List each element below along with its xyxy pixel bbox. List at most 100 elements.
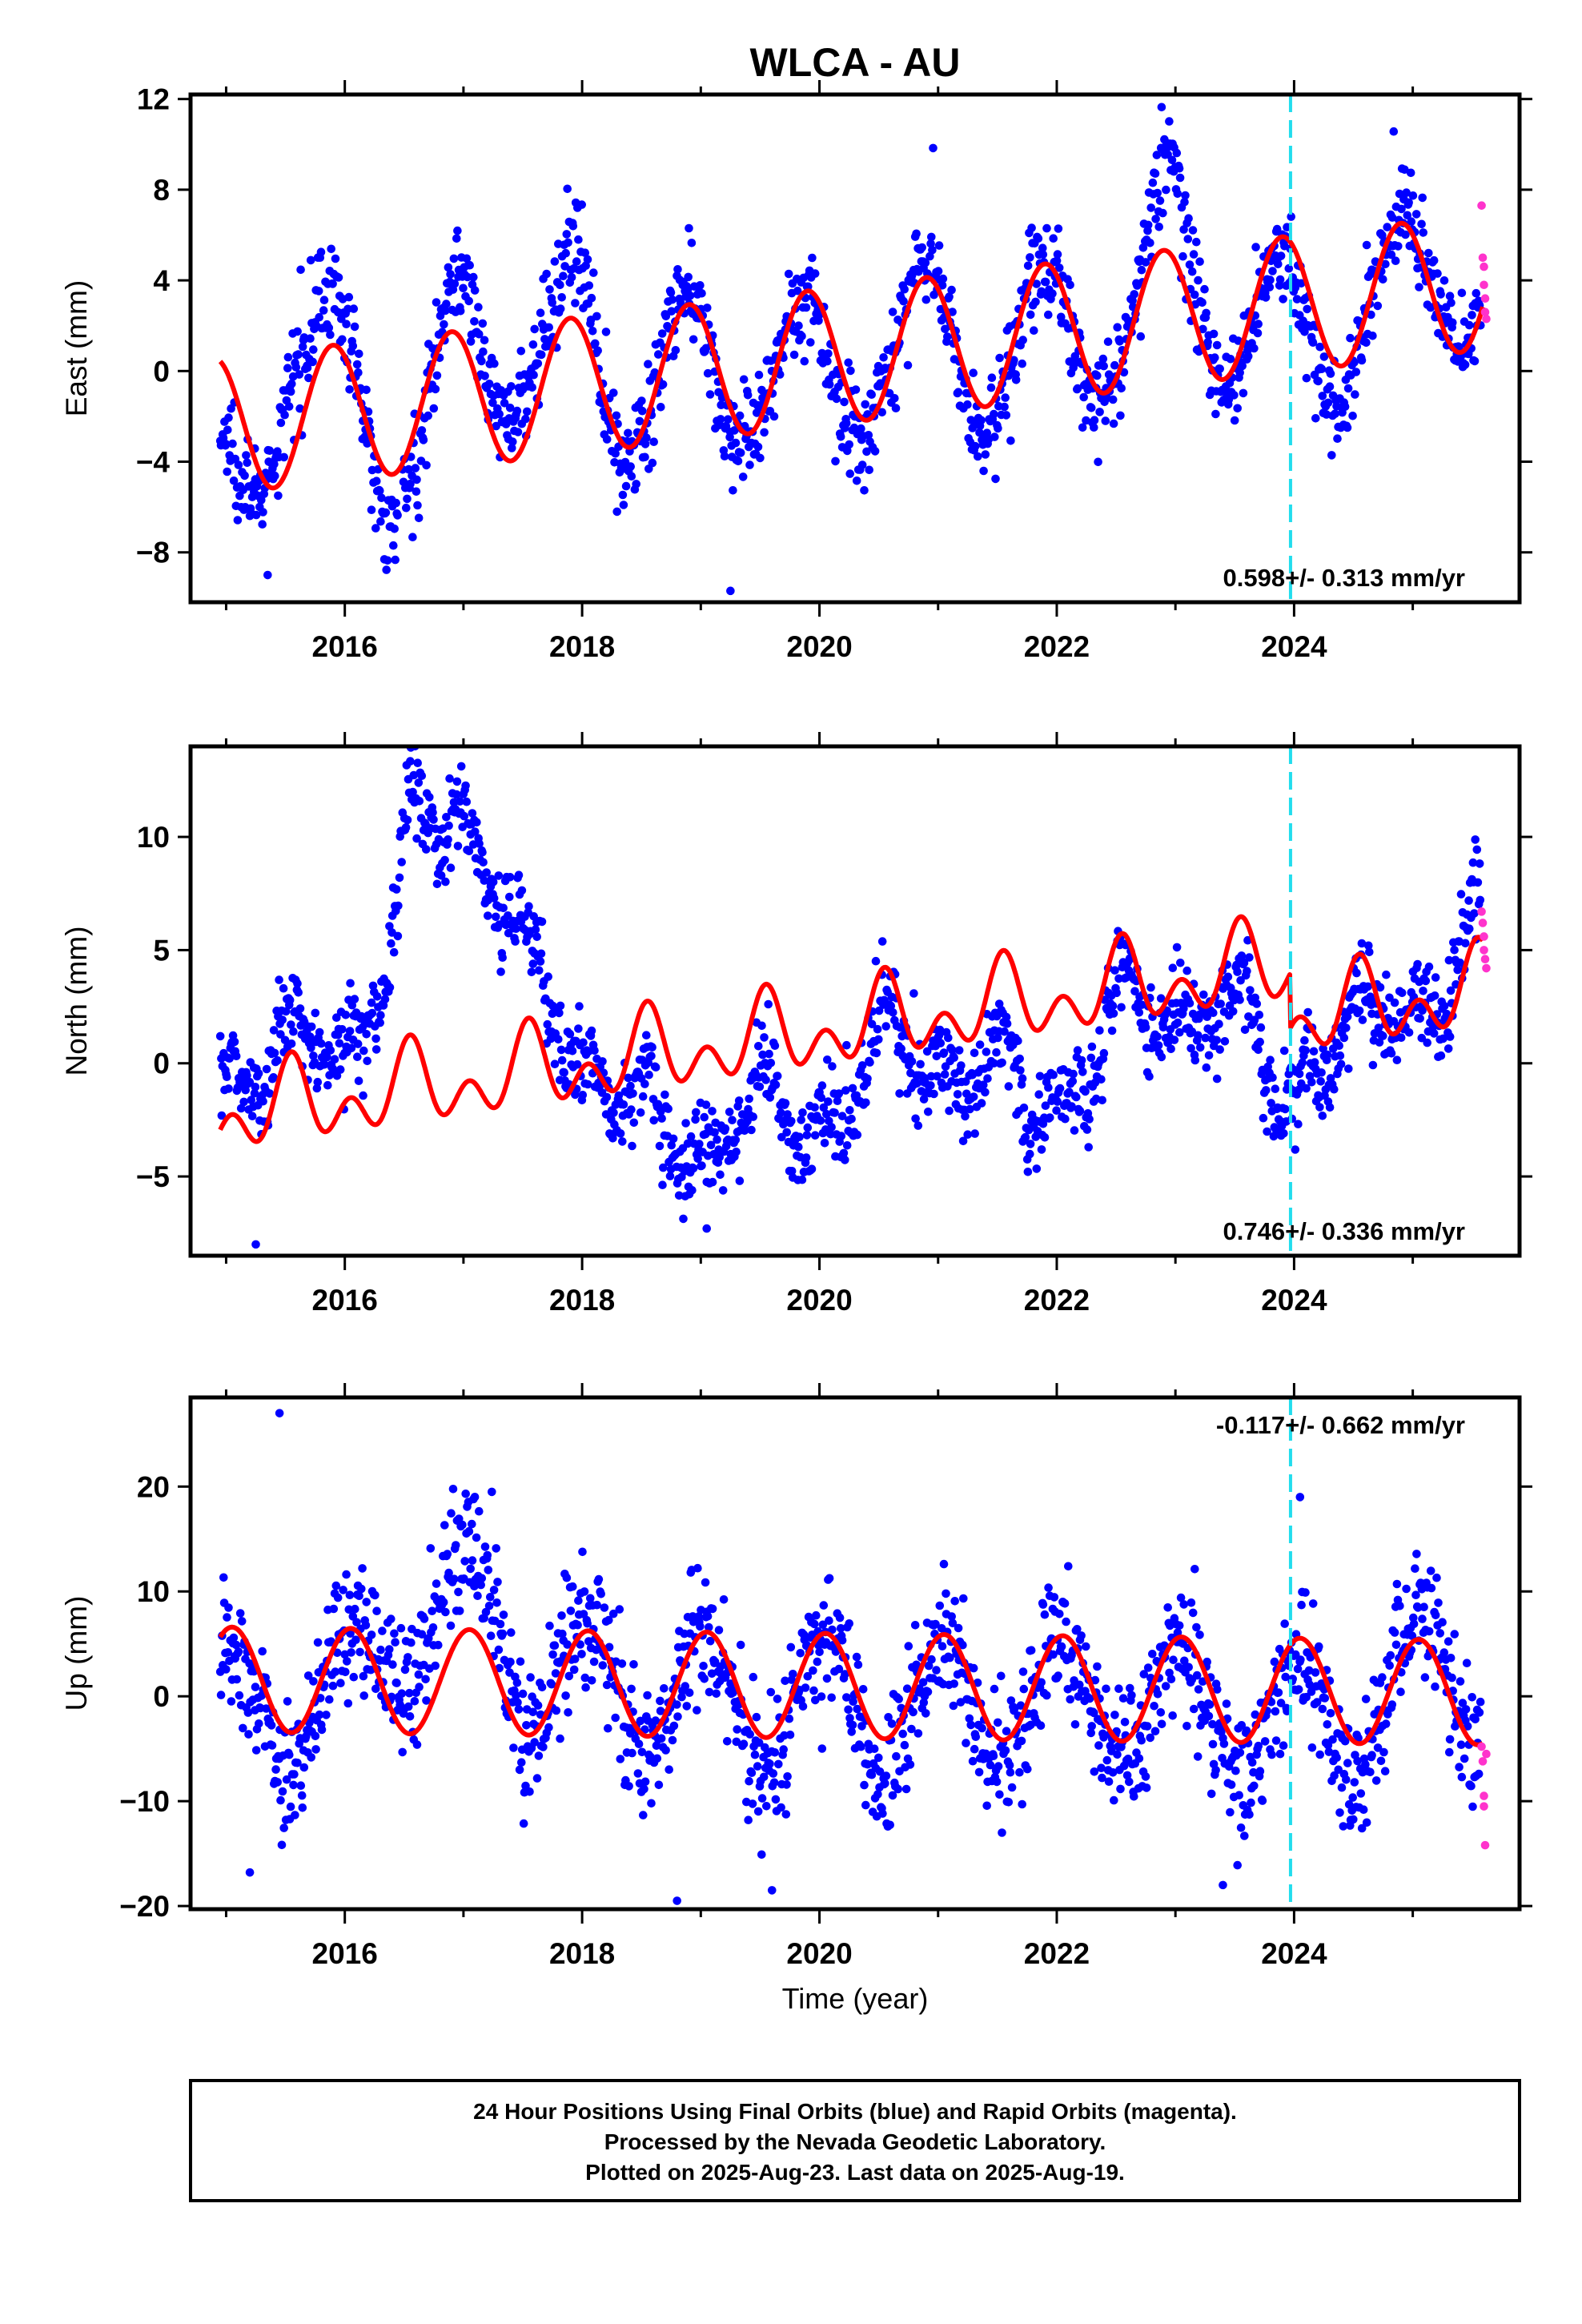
- final-orbit-point: [527, 967, 536, 977]
- final-orbit-point: [775, 370, 785, 379]
- final-orbit-point: [844, 358, 853, 368]
- final-orbit-point: [1407, 1631, 1417, 1640]
- final-orbit-point: [633, 1769, 643, 1778]
- final-orbit-point: [652, 1754, 662, 1763]
- final-orbit-point: [454, 1587, 463, 1597]
- final-orbit-point: [1230, 416, 1239, 425]
- final-orbit-point: [596, 1590, 605, 1598]
- final-orbit-point: [512, 924, 520, 933]
- final-orbit-point: [267, 1741, 277, 1750]
- final-orbit-point: [479, 858, 488, 867]
- final-orbit-point: [921, 258, 930, 267]
- final-orbit-point: [1142, 1783, 1151, 1792]
- final-orbit-point: [1382, 970, 1391, 979]
- rapid-orbit-point: [1482, 963, 1491, 973]
- final-orbit-point: [1116, 1784, 1125, 1794]
- final-orbit-point: [366, 1665, 375, 1675]
- final-orbit-point: [685, 1688, 694, 1697]
- final-orbit-point: [1246, 986, 1255, 995]
- final-orbit-point: [669, 1721, 679, 1731]
- final-orbit-point: [892, 1751, 901, 1761]
- final-orbit-point: [661, 1090, 669, 1100]
- final-orbit-point: [708, 1604, 717, 1614]
- final-orbit-point: [877, 937, 887, 946]
- final-orbit-point: [777, 1108, 785, 1117]
- x-axis-label: Time (year): [782, 1982, 929, 2015]
- final-orbit-point: [1276, 1699, 1286, 1707]
- final-orbit-point: [279, 983, 288, 993]
- final-orbit-point: [1247, 1798, 1255, 1807]
- final-orbit-point: [236, 1104, 246, 1113]
- final-orbit-point: [640, 1080, 649, 1088]
- final-orbit-point: [277, 1840, 287, 1850]
- final-orbit-point: [1141, 258, 1150, 267]
- final-orbit-point: [1275, 1749, 1285, 1759]
- final-orbit-point: [971, 1732, 981, 1741]
- final-orbit-point: [1116, 411, 1125, 420]
- final-orbit-point: [1379, 275, 1387, 284]
- final-orbit-point: [760, 428, 769, 437]
- final-orbit-point: [1000, 1027, 1009, 1036]
- final-orbit-point: [911, 1114, 920, 1124]
- final-orbit-point: [624, 1073, 632, 1083]
- final-orbit-point: [1351, 368, 1361, 376]
- final-orbit-point: [1438, 1618, 1447, 1626]
- final-orbit-point: [294, 988, 303, 997]
- final-orbit-point: [832, 394, 841, 404]
- final-orbit-point: [703, 1612, 713, 1621]
- final-orbit-point: [852, 1652, 861, 1662]
- final-orbit-point: [1295, 1069, 1304, 1079]
- final-orbit-point: [343, 1699, 353, 1708]
- final-orbit-point: [223, 1648, 233, 1657]
- final-orbit-point: [1018, 1074, 1027, 1083]
- final-orbit-point: [500, 399, 509, 408]
- final-orbit-point: [1130, 290, 1138, 299]
- final-orbit-point: [1108, 1768, 1118, 1777]
- final-orbit-point: [335, 1065, 345, 1074]
- final-orbit-point: [391, 555, 400, 565]
- final-orbit-point: [1450, 1630, 1460, 1638]
- final-orbit-point: [530, 324, 539, 334]
- final-orbit-point: [1385, 1661, 1394, 1671]
- final-orbit-point: [1073, 384, 1082, 393]
- final-orbit-point: [1239, 388, 1248, 398]
- final-orbit-point: [758, 1050, 767, 1059]
- final-orbit-point: [1122, 1771, 1132, 1780]
- final-orbit-point: [994, 1033, 1002, 1043]
- final-orbit-point: [255, 1719, 263, 1728]
- final-orbit-point: [1371, 1776, 1381, 1785]
- final-orbit-point: [442, 300, 451, 308]
- final-orbit-point: [824, 349, 833, 358]
- final-orbit-point: [1026, 1149, 1034, 1159]
- final-orbit-point: [797, 1116, 805, 1124]
- final-orbit-point: [849, 423, 859, 432]
- final-orbit-point: [686, 1132, 696, 1141]
- final-orbit-point: [688, 1186, 697, 1195]
- final-orbit-point: [685, 292, 695, 300]
- final-orbit-point: [392, 1679, 401, 1687]
- final-orbit-point: [689, 1164, 698, 1173]
- final-orbit-point: [222, 1665, 231, 1674]
- final-orbit-point: [789, 1670, 797, 1679]
- final-orbit-point: [458, 1520, 467, 1530]
- final-orbit-point: [1250, 1781, 1259, 1791]
- final-orbit-point: [472, 818, 481, 827]
- final-orbit-point: [1113, 1750, 1122, 1759]
- final-orbit-point: [1090, 423, 1098, 432]
- final-orbit-point: [1192, 1622, 1201, 1632]
- final-orbit-point: [1236, 1823, 1246, 1832]
- final-orbit-point: [1406, 168, 1415, 178]
- final-orbit-point: [473, 1591, 482, 1600]
- final-orbit-point: [823, 1055, 832, 1064]
- final-orbit-point: [682, 1702, 692, 1711]
- final-orbit-point: [345, 385, 354, 394]
- final-orbit-point: [536, 949, 546, 959]
- final-orbit-point: [990, 1684, 999, 1694]
- final-orbit-point: [1431, 1682, 1439, 1691]
- final-orbit-point: [961, 1112, 970, 1121]
- final-orbit-point: [1086, 1053, 1096, 1063]
- final-orbit-point: [754, 1042, 763, 1051]
- final-orbit-point: [307, 1753, 316, 1762]
- final-orbit-point: [1412, 1550, 1421, 1558]
- final-orbit-point: [1209, 1008, 1218, 1017]
